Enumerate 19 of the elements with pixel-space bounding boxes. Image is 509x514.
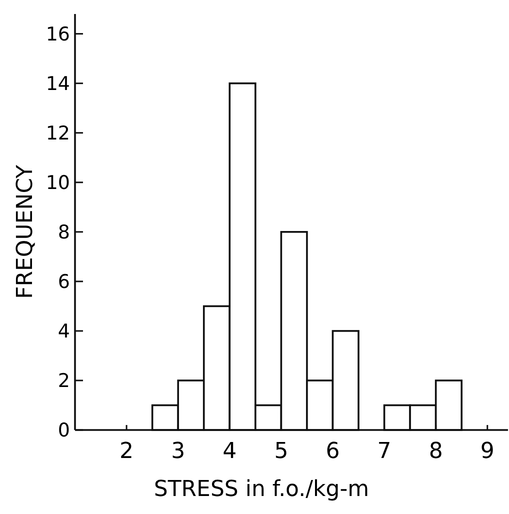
- x-tick-label: 4: [222, 439, 237, 464]
- x-tick-label: 6: [326, 439, 340, 464]
- y-tick-label: 6: [58, 271, 70, 294]
- y-tick-label: 12: [46, 122, 70, 145]
- x-tick-label: 8: [428, 439, 443, 464]
- y-tick-label: 0: [58, 420, 70, 442]
- y-tick-label: 8: [58, 222, 70, 244]
- x-tick-label: 3: [171, 439, 186, 464]
- x-axis-title: STRESS in f.o./kg-m: [154, 477, 370, 502]
- x-tick-label: 5: [274, 439, 288, 464]
- y-tick-label: 4: [58, 320, 70, 343]
- y-axis-title: FREQUENCY: [13, 164, 38, 299]
- y-tick-label: 16: [46, 23, 70, 46]
- y-tick-label: 2: [58, 370, 70, 392]
- x-tick-label: 9: [480, 439, 494, 464]
- y-tick-label: 10: [46, 172, 70, 194]
- x-tick-label: 7: [377, 439, 392, 464]
- x-tick-label: 2: [120, 439, 134, 464]
- y-tick-label: 14: [46, 72, 70, 95]
